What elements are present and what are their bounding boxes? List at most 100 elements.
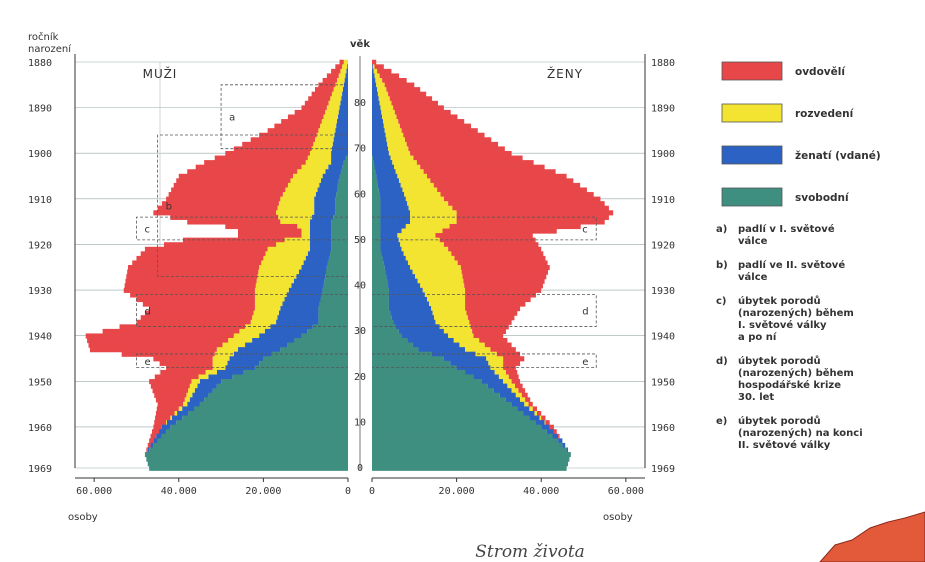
male-bar-married-1957 bbox=[177, 411, 189, 417]
female-bar-single-1964 bbox=[372, 442, 563, 449]
year-label-right-1930: 1930 bbox=[651, 286, 675, 297]
female-bar-divorced-1926 bbox=[412, 269, 462, 275]
female-bar-widowed-1883 bbox=[379, 73, 400, 79]
note-line-2-0: úbytek porodů bbox=[738, 294, 821, 307]
female-bar-single-1966 bbox=[372, 452, 571, 458]
male-bar-married-1934 bbox=[280, 306, 319, 312]
female-bar-widowed-1881 bbox=[374, 64, 384, 70]
male-bar-widowed-1961 bbox=[151, 429, 160, 435]
male-bar-single-1963 bbox=[157, 438, 348, 444]
male-bar-widowed-1925 bbox=[128, 265, 260, 271]
female-bar-divorced-1891 bbox=[381, 109, 395, 116]
male-bar-divorced-1910 bbox=[280, 196, 315, 202]
male-bar-married-1899 bbox=[331, 146, 348, 152]
chart-caption: Strom života bbox=[475, 542, 585, 562]
male-bar-divorced-1941 bbox=[228, 338, 253, 344]
male-bar-married-1920 bbox=[309, 242, 332, 248]
female-bar-married-1904 bbox=[375, 169, 396, 175]
male-bar-widowed-1949 bbox=[154, 374, 199, 380]
male-bar-widowed-1965 bbox=[146, 447, 148, 453]
female-bar-widowed-1890 bbox=[393, 105, 444, 111]
note-key-1: b) bbox=[716, 260, 728, 271]
female-bar-single-1933 bbox=[372, 301, 389, 307]
male-bar-married-1931 bbox=[286, 292, 322, 298]
male-bar-widowed-1881 bbox=[335, 64, 343, 70]
female-bar-divorced-1883 bbox=[374, 73, 380, 79]
male-bar-divorced-1922 bbox=[265, 251, 308, 257]
male-bar-married-1913 bbox=[314, 210, 336, 216]
female-bar-single-1960 bbox=[372, 424, 542, 430]
event-markers: a b c d e c d e bbox=[136, 84, 597, 369]
female-bar-single-1942 bbox=[372, 342, 413, 348]
age-tick-0: 0 bbox=[357, 463, 363, 474]
male-bar-widowed-1913 bbox=[153, 210, 277, 216]
male-bar-single-1941 bbox=[294, 338, 348, 344]
female-bar-married-1964 bbox=[562, 442, 566, 449]
male-bar-single-1934 bbox=[318, 306, 348, 312]
note-line-3-0: úbytek porodů bbox=[738, 354, 821, 367]
female-bar-married-1936 bbox=[391, 315, 435, 321]
male-bar-widowed-1939 bbox=[102, 328, 240, 334]
year-label-right-1969: 1969 bbox=[651, 464, 675, 475]
female-bar-widowed-1907 bbox=[433, 182, 581, 189]
legend: ovdovělí rozvedení ženatí (vdané) svobodní bbox=[721, 61, 881, 207]
female-bar-divorced-1907 bbox=[400, 182, 434, 189]
male-bar-divorced-1955 bbox=[183, 401, 188, 407]
male-bar-divorced-1933 bbox=[254, 301, 283, 307]
female-bar-widowed-1945 bbox=[503, 356, 525, 362]
age-tick-60: 60 bbox=[354, 189, 366, 200]
female-bar-widowed-1943 bbox=[490, 347, 516, 353]
note-line-4-0: úbytek porodů bbox=[738, 414, 821, 427]
female-bar-divorced-1892 bbox=[382, 114, 397, 120]
male-bar-widowed-1892 bbox=[287, 114, 324, 120]
male-bar-single-1931 bbox=[321, 292, 348, 298]
male-bar-single-1932 bbox=[320, 296, 348, 303]
female-bar-married-1932 bbox=[388, 296, 427, 303]
female-bar-married-1910 bbox=[380, 196, 406, 202]
male-bar-single-1937 bbox=[318, 319, 348, 325]
male-bar-married-1965 bbox=[147, 447, 150, 453]
female-bar-single-1938 bbox=[372, 324, 396, 330]
male-bar-divorced-1907 bbox=[287, 182, 320, 189]
female-bar-divorced-1906 bbox=[399, 178, 431, 184]
female-bar-divorced-1942 bbox=[459, 342, 485, 348]
female-bar-divorced-1899 bbox=[388, 146, 409, 152]
female-bar-single-1905 bbox=[372, 173, 377, 179]
male-bar-single-1908 bbox=[337, 187, 348, 193]
male-bar-married-1948 bbox=[216, 369, 244, 376]
female-bar-widowed-1910 bbox=[443, 196, 601, 202]
note-key-4: e) bbox=[716, 416, 727, 427]
male-bar-widowed-1912 bbox=[157, 205, 278, 211]
female-bar-married-1885 bbox=[372, 82, 377, 88]
male-bar-divorced-1886 bbox=[333, 87, 343, 93]
female-bar-widowed-1923 bbox=[454, 255, 546, 262]
male-bar-married-1960 bbox=[161, 424, 171, 430]
male-bar-single-1909 bbox=[336, 192, 348, 198]
female-bar-married-1920 bbox=[380, 242, 401, 248]
male-bar-divorced-1925 bbox=[259, 265, 302, 271]
female-bar-divorced-1949 bbox=[498, 374, 509, 380]
male-bar-divorced-1880 bbox=[343, 59, 348, 65]
male-bar-single-1926 bbox=[326, 269, 348, 275]
female-bar-single-1922 bbox=[372, 251, 382, 257]
male-bar-widowed-1914 bbox=[170, 214, 279, 220]
note-line-1-0: padlí ve II. světové bbox=[738, 259, 845, 271]
female-bar-divorced-1894 bbox=[383, 123, 400, 129]
female-bar-divorced-1884 bbox=[375, 77, 383, 84]
female-bar-married-1949 bbox=[473, 374, 499, 380]
female-bar-widowed-1936 bbox=[467, 315, 515, 321]
female-bar-divorced-1915 bbox=[410, 219, 457, 225]
female-bar-married-1892 bbox=[372, 114, 383, 120]
male-bar-divorced-1940 bbox=[233, 333, 260, 339]
birth-year-label-1: ročník bbox=[28, 31, 59, 43]
male-bar-married-1939 bbox=[264, 328, 308, 334]
female-bar-divorced-1896 bbox=[385, 132, 404, 138]
year-label-right-1910: 1910 bbox=[651, 195, 675, 206]
male-bar-single-1929 bbox=[323, 283, 348, 289]
female-bar-widowed-1939 bbox=[472, 328, 506, 334]
male-bar-married-1886 bbox=[342, 87, 348, 93]
male-bar-married-1883 bbox=[345, 73, 348, 79]
female-bar-single-1959 bbox=[372, 420, 536, 426]
male-bar-single-1915 bbox=[331, 219, 348, 225]
female-bar-widowed-1918 bbox=[435, 233, 533, 239]
